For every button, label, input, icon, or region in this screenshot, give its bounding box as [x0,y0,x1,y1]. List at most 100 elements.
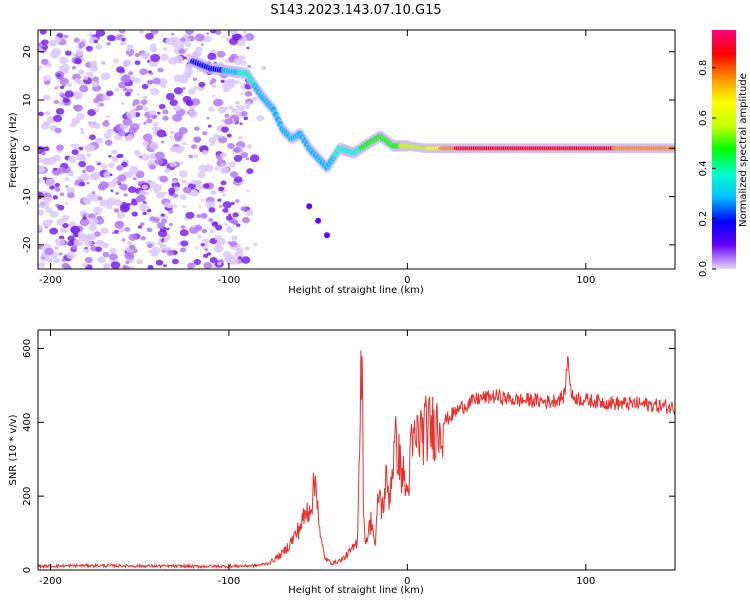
noise-blob [182,141,187,146]
noise-blob [192,77,198,81]
noise-blob [103,262,111,269]
noise-blob [216,50,226,58]
noise-blob [220,79,225,83]
noise-blob [128,71,134,76]
noise-blob [146,118,153,124]
noise-blob [55,107,65,115]
noise-blob [152,77,161,85]
noise-blob [200,198,205,202]
noise-blob [71,149,79,156]
noise-blob [169,99,178,107]
noise-blob [91,81,99,88]
noise-blob [115,191,120,195]
noise-blob [62,97,70,104]
snr-x-ticks: -200 -100 0 100 [39,330,595,587]
noise-blob [70,225,81,234]
noise-blob [149,164,156,170]
noise-blob [43,146,50,152]
noise-blob [55,238,66,247]
colorbar-gradient [712,30,736,269]
noise-blob [231,235,238,241]
noise-blob [59,77,69,86]
noise-blob [100,227,109,234]
noise-blob [151,221,155,224]
noise-blob [224,223,229,226]
chart-title: S143.2023.143.07.10.G15 [270,3,441,18]
noise-blob [38,224,44,232]
spectrogram-x-tick-label: 0 [404,275,410,286]
noise-blob [49,227,59,235]
noise-blob [121,37,126,42]
noise-blob [172,204,178,208]
noise-blob [106,197,117,206]
noise-blob [66,251,76,260]
noise-blob [237,135,243,140]
noise-blob [244,90,253,97]
noise-blob [43,94,51,101]
noise-blob [53,257,61,264]
noise-blob [66,187,76,194]
noise-blob [157,229,168,238]
noise-blob [167,203,173,209]
noise-blob [174,135,182,142]
noise-blob [102,120,110,127]
noise-blob [72,53,77,57]
noise-blob [159,175,169,183]
noise-blob [107,162,115,169]
noise-blob [157,111,161,115]
noise-blob [65,50,72,56]
noise-blob [207,124,212,128]
noise-blob [88,224,98,231]
noise-blob [156,222,165,229]
noise-blob [131,211,138,217]
noise-blob [219,205,223,208]
noise-blob [100,72,111,80]
noise-blob [110,261,121,269]
noise-blob [166,250,174,256]
noise-blob [106,34,116,42]
noise-blob [215,224,223,231]
noise-blob [235,247,244,254]
noise-blob [87,109,97,117]
noise-blob [225,254,236,263]
noise-blob [94,108,100,113]
noise-blob [233,154,243,162]
noise-blob [49,185,55,190]
noise-blob [93,39,99,44]
noise-blob [91,65,98,71]
noise-blob [218,186,225,192]
noise-blob [193,136,202,143]
snr-y-ticks: 0 200 400 600 [22,339,675,573]
noise-blob [179,247,187,253]
noise-blob [114,220,125,229]
spectrogram-x-tick-label: -200 [39,275,62,286]
noise-blob [143,107,149,112]
noise-blob [200,212,208,219]
noise-blob [178,127,188,135]
noise-blob [136,104,144,111]
spectrogram-x-tick-label: -100 [218,275,241,286]
noise-blob [193,259,202,266]
noise-blob [245,157,250,161]
noise-blob [209,229,215,234]
noise-blob [139,155,143,159]
noise-blob [253,242,258,247]
signal-branch-point [324,232,331,239]
noise-blob [78,69,85,75]
noise-blob [54,127,62,134]
noise-blob [83,76,89,81]
noise-blob [116,66,125,74]
noise-blob [184,41,192,48]
noise-blob [110,189,114,192]
noise-blob [124,227,131,232]
noise-blob [70,143,74,147]
noise-blob [139,68,148,76]
noise-blob [128,244,136,250]
noise-blob [82,216,87,220]
noise-blob [198,164,208,173]
noise-blob [146,243,153,249]
snr-y-tick-label: 0 [22,567,33,573]
noise-blob [117,174,127,182]
noise-blob [139,203,149,212]
noise-blob [179,229,189,237]
